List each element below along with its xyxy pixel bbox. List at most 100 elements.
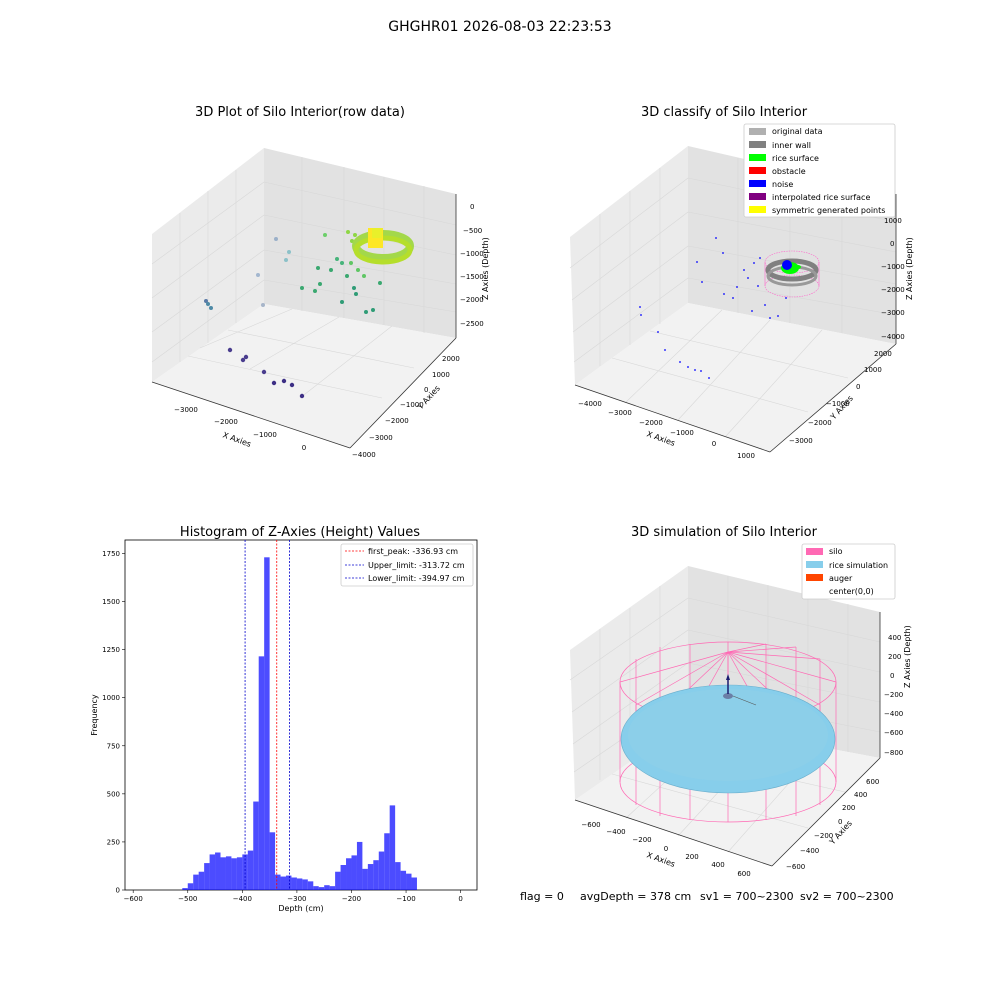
data-point	[318, 282, 322, 286]
tick-label: −1000	[460, 250, 484, 258]
panel2-x-ticks: −4000 −3000 −2000 −1000 0 1000	[578, 400, 755, 460]
panel4-y-ticks: −600 −400 −200 0 200 400 600	[786, 778, 879, 871]
tick-label: 200	[888, 653, 901, 661]
histogram-bar	[356, 841, 363, 890]
histogram-bar	[307, 881, 314, 890]
panel1-ylabel: Y Axies	[415, 384, 442, 412]
histogram-legend: first_peak: -336.93 cm Upper_limit: -313…	[340, 543, 474, 587]
tick-label: 0	[458, 895, 462, 903]
tick-label: −3000	[369, 434, 393, 442]
rice-simulation-top	[628, 689, 828, 781]
data-point	[284, 258, 288, 262]
legend-swatch	[749, 154, 766, 161]
legend-swatch	[806, 574, 823, 581]
tick-label: 200	[842, 804, 855, 812]
histogram-bar	[318, 887, 325, 890]
panel2-title: 3D classify of Silo Interior	[641, 105, 808, 120]
histogram-bar	[275, 874, 281, 890]
legend-label: first_peak: -336.93 cm	[368, 547, 458, 556]
tick-label: 2000	[442, 355, 460, 363]
tick-label: 0	[470, 203, 474, 211]
noise-point	[759, 257, 761, 259]
data-point	[349, 261, 353, 265]
data-point	[271, 380, 277, 386]
status-footer: flag = 0 avgDepth = 378 cm sv1 = 700~230…	[520, 890, 894, 903]
panel1-surface-cluster	[352, 228, 414, 265]
panel1-x-ticks: −3000 −2000 −1000 0	[174, 406, 306, 452]
histogram-x-ticks: −600 −500 −400 −300 −200 −100 0	[124, 890, 463, 903]
noise-point	[769, 317, 771, 319]
data-point	[300, 286, 304, 290]
tick-label: 1250	[102, 646, 120, 654]
histogram-bar	[378, 851, 385, 890]
tick-label: 400	[888, 634, 901, 642]
tick-label: 0	[838, 818, 842, 826]
noise-point	[640, 314, 642, 316]
data-point	[378, 281, 382, 285]
noise-point	[722, 252, 724, 254]
histogram-bar	[215, 852, 221, 890]
tick-label: −4000	[578, 400, 602, 408]
panel1-xlabel: X Axies	[221, 430, 252, 449]
tick-label: 400	[854, 791, 867, 799]
noise-point	[696, 261, 698, 263]
tick-label: −3000	[881, 309, 905, 317]
tick-label: 1000	[864, 366, 882, 374]
data-point	[364, 310, 368, 314]
flag-text: flag = 0	[520, 890, 564, 903]
panel3-ylabel: Frequency	[90, 694, 99, 736]
tick-label: 1000	[884, 217, 902, 225]
histogram-bar	[285, 875, 292, 890]
histogram-bar	[225, 856, 232, 890]
panel4-zlabel: Z Axies (Depth)	[903, 625, 912, 688]
data-point	[340, 261, 344, 265]
tick-label: 1000	[737, 452, 755, 460]
tick-label: 0	[890, 240, 894, 248]
data-point	[329, 268, 333, 272]
legend-swatch	[749, 180, 766, 187]
panel4-title: 3D simulation of Silo Interior	[631, 525, 818, 540]
tick-label: −400	[606, 828, 625, 836]
panel-histogram: Histogram of Z-Axies (Height) Values −60…	[90, 525, 478, 913]
data-point	[240, 357, 246, 363]
panel2-floor-pane	[575, 303, 896, 452]
data-point	[313, 289, 317, 293]
histogram-bar	[264, 557, 270, 890]
data-point	[274, 237, 278, 241]
legend-label: Lower_limit: -394.97 cm	[368, 574, 465, 583]
panel2-grid	[569, 158, 897, 437]
legend-label: noise	[772, 180, 793, 189]
data-point	[289, 382, 295, 388]
tick-label: 0	[890, 672, 894, 680]
tick-label: −2000	[385, 417, 409, 425]
data-point	[287, 250, 291, 254]
histogram-bar	[373, 860, 379, 890]
tick-label: −200	[814, 832, 833, 840]
histogram-bar	[324, 885, 330, 890]
data-point	[352, 286, 356, 290]
panel-classify-3d: 3D classify of Silo Interior	[569, 105, 914, 460]
legend-swatch	[806, 548, 823, 555]
data-point	[209, 306, 213, 310]
noise-point	[753, 262, 755, 264]
legend-swatch	[749, 141, 766, 148]
panel1-y-ticks: −4000 −3000 −2000 −1000 0 1000 2000	[352, 355, 460, 459]
data-point	[335, 257, 339, 261]
legend-swatch	[749, 128, 766, 135]
tick-label: −1000	[826, 400, 850, 408]
tick-label: −2500	[460, 320, 484, 328]
tick-label: −400	[884, 710, 903, 718]
legend-label: auger	[829, 574, 853, 583]
panel1-points	[204, 230, 382, 399]
tick-label: −600	[786, 863, 805, 871]
panel2-legend: original data inner wall rice surface ob…	[743, 123, 896, 218]
data-point	[354, 292, 358, 296]
noise-point	[664, 349, 666, 351]
noise-point	[700, 370, 702, 372]
histogram-bar	[406, 873, 412, 890]
legend-label: rice simulation	[829, 561, 888, 570]
tick-label: −1000	[670, 429, 694, 437]
data-point	[299, 393, 305, 399]
tick-label: 0	[424, 386, 428, 394]
data-point	[227, 347, 233, 353]
